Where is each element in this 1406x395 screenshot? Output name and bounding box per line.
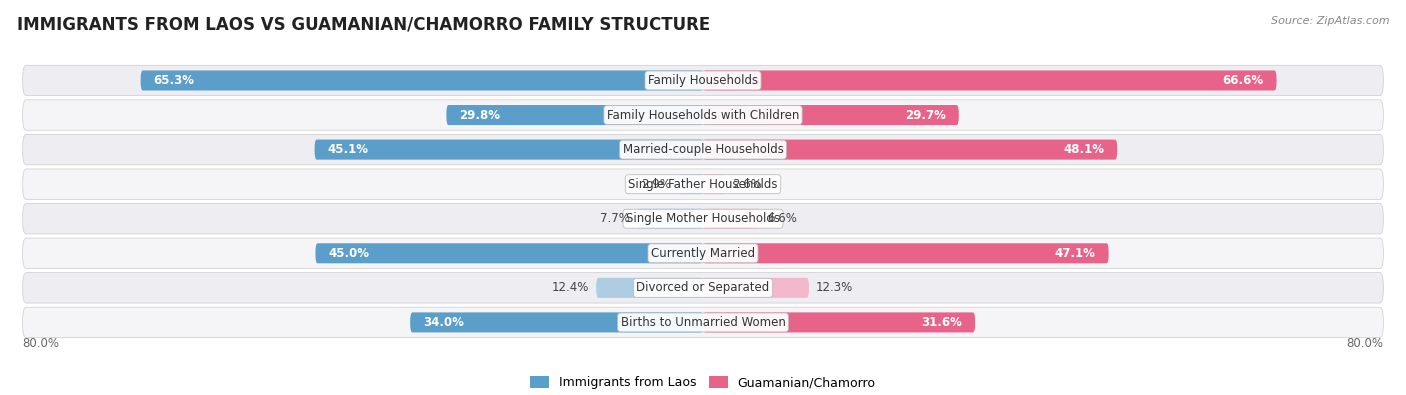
Text: 45.0%: 45.0% xyxy=(329,247,370,260)
FancyBboxPatch shape xyxy=(703,278,808,298)
Text: Divorced or Separated: Divorced or Separated xyxy=(637,281,769,294)
Legend: Immigrants from Laos, Guamanian/Chamorro: Immigrants from Laos, Guamanian/Chamorro xyxy=(526,371,880,394)
FancyBboxPatch shape xyxy=(315,243,703,263)
FancyBboxPatch shape xyxy=(315,139,703,160)
Text: 29.8%: 29.8% xyxy=(460,109,501,122)
Text: 80.0%: 80.0% xyxy=(22,337,59,350)
FancyBboxPatch shape xyxy=(703,312,976,333)
Text: 31.6%: 31.6% xyxy=(921,316,962,329)
Text: 48.1%: 48.1% xyxy=(1063,143,1104,156)
FancyBboxPatch shape xyxy=(22,307,1384,338)
Text: 45.1%: 45.1% xyxy=(328,143,368,156)
Text: 29.7%: 29.7% xyxy=(905,109,946,122)
FancyBboxPatch shape xyxy=(703,70,1277,90)
Text: 47.1%: 47.1% xyxy=(1054,247,1095,260)
Text: 12.3%: 12.3% xyxy=(815,281,853,294)
Text: Single Father Households: Single Father Households xyxy=(628,178,778,191)
FancyBboxPatch shape xyxy=(141,70,703,90)
Text: Married-couple Households: Married-couple Households xyxy=(623,143,783,156)
FancyBboxPatch shape xyxy=(678,174,703,194)
Text: IMMIGRANTS FROM LAOS VS GUAMANIAN/CHAMORRO FAMILY STRUCTURE: IMMIGRANTS FROM LAOS VS GUAMANIAN/CHAMOR… xyxy=(17,16,710,34)
Text: 7.7%: 7.7% xyxy=(600,212,630,225)
Text: 6.6%: 6.6% xyxy=(766,212,797,225)
Text: Single Mother Households: Single Mother Households xyxy=(626,212,780,225)
FancyBboxPatch shape xyxy=(703,243,1108,263)
FancyBboxPatch shape xyxy=(22,238,1384,269)
Text: Currently Married: Currently Married xyxy=(651,247,755,260)
Text: 80.0%: 80.0% xyxy=(1347,337,1384,350)
FancyBboxPatch shape xyxy=(22,100,1384,130)
FancyBboxPatch shape xyxy=(22,273,1384,303)
FancyBboxPatch shape xyxy=(703,174,725,194)
FancyBboxPatch shape xyxy=(411,312,703,333)
FancyBboxPatch shape xyxy=(22,65,1384,96)
FancyBboxPatch shape xyxy=(22,169,1384,199)
FancyBboxPatch shape xyxy=(703,105,959,125)
Text: Source: ZipAtlas.com: Source: ZipAtlas.com xyxy=(1271,16,1389,26)
Text: 34.0%: 34.0% xyxy=(423,316,464,329)
Text: 66.6%: 66.6% xyxy=(1222,74,1264,87)
Text: 2.9%: 2.9% xyxy=(641,178,671,191)
FancyBboxPatch shape xyxy=(22,134,1384,165)
FancyBboxPatch shape xyxy=(637,209,703,229)
Text: Family Households with Children: Family Households with Children xyxy=(607,109,799,122)
FancyBboxPatch shape xyxy=(703,209,759,229)
Text: 2.6%: 2.6% xyxy=(733,178,762,191)
FancyBboxPatch shape xyxy=(446,105,703,125)
Text: Family Households: Family Households xyxy=(648,74,758,87)
Text: 65.3%: 65.3% xyxy=(153,74,194,87)
FancyBboxPatch shape xyxy=(596,278,703,298)
Text: Births to Unmarried Women: Births to Unmarried Women xyxy=(620,316,786,329)
Text: 12.4%: 12.4% xyxy=(553,281,589,294)
FancyBboxPatch shape xyxy=(703,139,1118,160)
FancyBboxPatch shape xyxy=(22,203,1384,234)
